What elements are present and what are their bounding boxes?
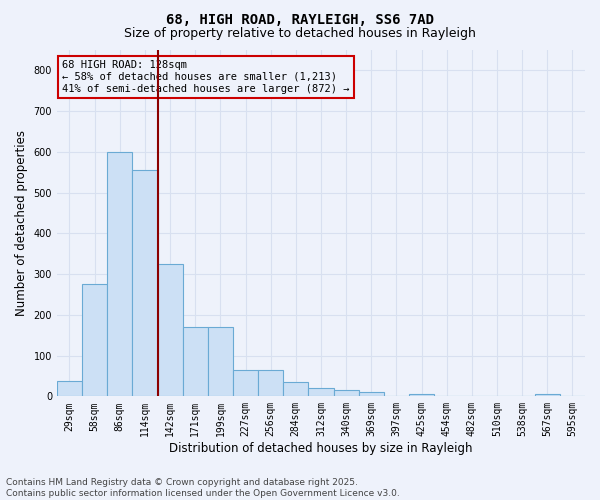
X-axis label: Distribution of detached houses by size in Rayleigh: Distribution of detached houses by size …	[169, 442, 473, 455]
Bar	[158, 264, 182, 396]
Bar	[359, 392, 384, 396]
Text: Size of property relative to detached houses in Rayleigh: Size of property relative to detached ho…	[124, 28, 476, 40]
Bar	[308, 388, 334, 396]
Bar	[133, 170, 158, 396]
Bar	[107, 152, 133, 396]
Text: 68, HIGH ROAD, RAYLEIGH, SS6 7AD: 68, HIGH ROAD, RAYLEIGH, SS6 7AD	[166, 12, 434, 26]
Text: 68 HIGH ROAD: 128sqm
← 58% of detached houses are smaller (1,213)
41% of semi-de: 68 HIGH ROAD: 128sqm ← 58% of detached h…	[62, 60, 350, 94]
Bar	[82, 284, 107, 397]
Bar	[182, 327, 208, 396]
Bar	[233, 370, 258, 396]
Bar	[208, 327, 233, 396]
Bar	[334, 390, 359, 396]
Text: Contains HM Land Registry data © Crown copyright and database right 2025.
Contai: Contains HM Land Registry data © Crown c…	[6, 478, 400, 498]
Bar	[409, 394, 434, 396]
Bar	[283, 382, 308, 396]
Bar	[535, 394, 560, 396]
Bar	[258, 370, 283, 396]
Y-axis label: Number of detached properties: Number of detached properties	[15, 130, 28, 316]
Bar	[57, 381, 82, 396]
